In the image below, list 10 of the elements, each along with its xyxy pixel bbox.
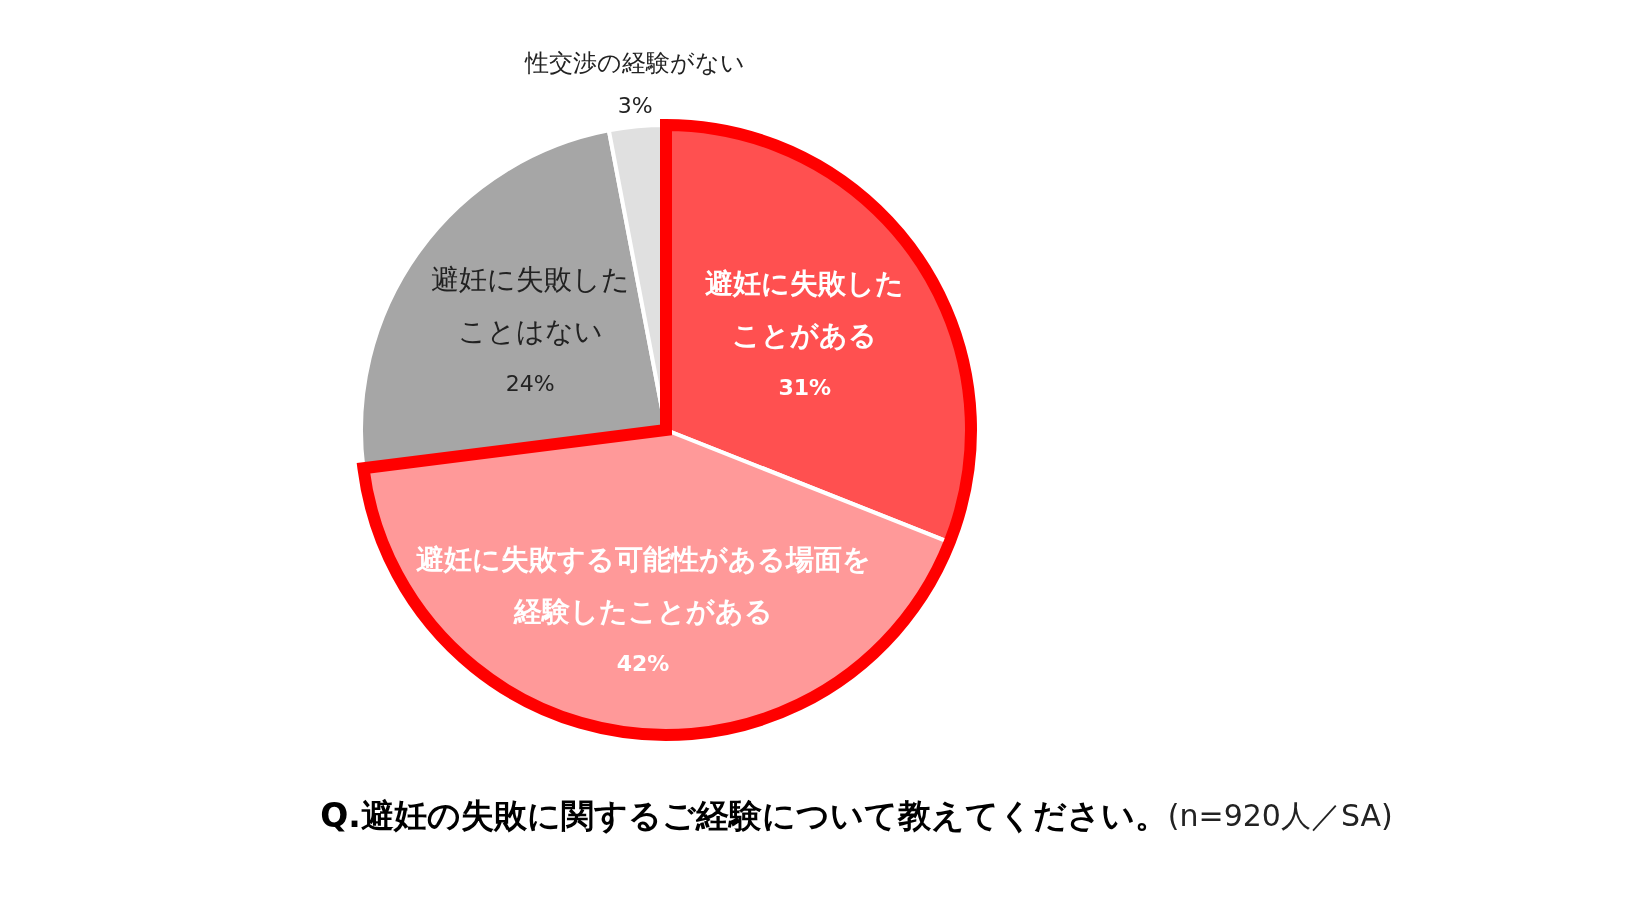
text: (n=920人／SA) [1167, 797, 1393, 833]
slice-label: 避妊に失敗したことはない [430, 262, 630, 348]
data-label: 31% [778, 375, 832, 401]
data-label: 24% [505, 370, 555, 396]
slice-label: 避妊に失敗したことがある [705, 267, 905, 353]
slice-label: 避妊に失敗する可能性がある場面を経験したことがある [415, 543, 871, 629]
data-label: 42% [616, 651, 670, 677]
text: Q.避妊の失敗に関するご経験について教えてください。 [320, 795, 1168, 835]
data-label: 3% [617, 92, 653, 118]
slice-label: 性交渉の経験がない [524, 49, 746, 78]
